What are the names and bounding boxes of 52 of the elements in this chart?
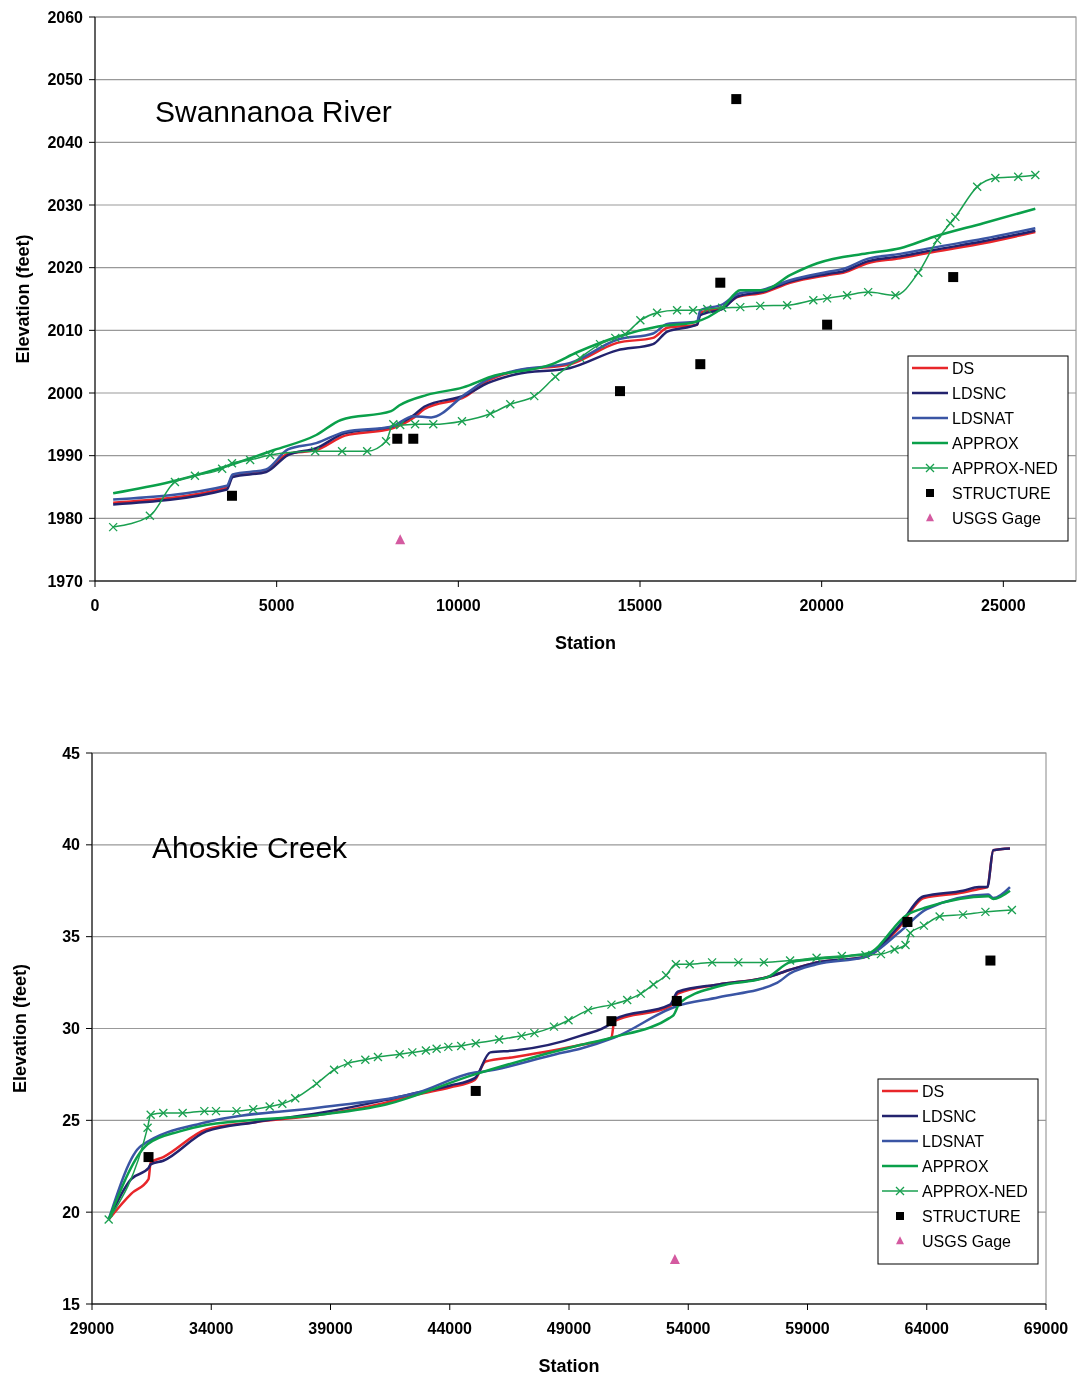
legend-label: LDSNC xyxy=(922,1107,977,1125)
x-tick-label: 49000 xyxy=(546,1320,592,1337)
x-tick-label: 44000 xyxy=(427,1320,473,1337)
legend-label: USGS Gage xyxy=(922,1232,1012,1250)
y-tick-label: 30 xyxy=(62,1020,81,1038)
legend-label: USGS Gage xyxy=(952,509,1042,527)
x-tick-label: 29000 xyxy=(69,1320,115,1337)
legend-label: APPROX-NED xyxy=(952,459,1058,477)
x-tick-label: 59000 xyxy=(785,1320,830,1337)
x-tick-label: 64000 xyxy=(904,1320,950,1337)
y-tick-label: 45 xyxy=(62,744,81,762)
legend-label: LDSNAT xyxy=(922,1132,985,1150)
y-tick-label: 1970 xyxy=(47,572,84,590)
y-tick-label: 1990 xyxy=(47,447,84,465)
legend-label: LDSNAT xyxy=(952,409,1015,427)
y-tick-label: 35 xyxy=(62,928,81,946)
legend-label: APPROX xyxy=(952,434,1020,452)
y-tick-label: 2040 xyxy=(47,133,84,151)
x-tick-label: 5000 xyxy=(258,597,295,614)
legend-label: STRUCTURE xyxy=(952,484,1051,502)
x-tick-label: 10000 xyxy=(436,597,481,614)
x-tick-label: 20000 xyxy=(799,597,845,614)
y-tick-label: 2050 xyxy=(47,71,84,89)
y-axis-title: Elevation (feet) xyxy=(10,963,30,1094)
x-tick-label: 39000 xyxy=(308,1320,353,1337)
y-tick-label: 1980 xyxy=(47,509,84,527)
x-tick-label: 69000 xyxy=(1023,1320,1069,1337)
legend-label: DS xyxy=(952,359,975,377)
x-tick-label: 0 xyxy=(90,597,100,614)
legend-label: APPROX xyxy=(922,1157,990,1175)
y-axis-title: Elevation (feet) xyxy=(13,234,33,364)
y-tick-label: 2060 xyxy=(47,8,84,26)
y-tick-label: 2000 xyxy=(47,384,84,402)
x-tick-label: 34000 xyxy=(189,1320,234,1337)
x-tick-label: 25000 xyxy=(981,597,1026,614)
y-tick-label: 25 xyxy=(62,1111,81,1129)
legend-label: STRUCTURE xyxy=(922,1207,1021,1225)
x-tick-label: 54000 xyxy=(666,1320,711,1337)
text: Swannanoa River xyxy=(155,95,392,128)
x-axis-title: Station xyxy=(555,633,616,653)
legend-label: DS xyxy=(922,1082,945,1100)
text: Ahoskie Creek xyxy=(152,831,349,864)
y-tick-label: 2020 xyxy=(47,259,84,277)
y-tick-label: 15 xyxy=(62,1295,81,1313)
legend-label: LDSNC xyxy=(952,384,1007,402)
x-axis-title: Station xyxy=(538,1356,600,1375)
x-tick-label: 15000 xyxy=(617,597,663,614)
legend-label: APPROX-NED xyxy=(922,1182,1028,1200)
y-tick-label: 2030 xyxy=(47,196,84,214)
y-tick-label: 20 xyxy=(62,1203,81,1221)
y-tick-label: 2010 xyxy=(47,321,84,339)
y-tick-label: 40 xyxy=(62,836,81,854)
